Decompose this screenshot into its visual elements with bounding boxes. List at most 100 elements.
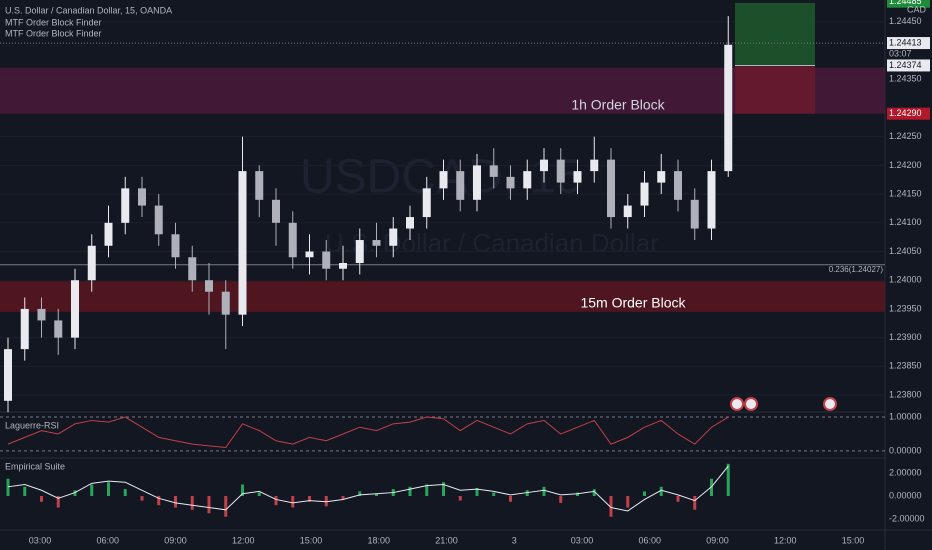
indicator-legend: MTF Order Block Finder — [5, 28, 102, 38]
candle-body — [707, 171, 716, 229]
histogram-bar — [308, 496, 311, 502]
histogram-bar — [324, 496, 328, 507]
price-tag-label: 1.24290 — [889, 108, 922, 118]
histogram-bar — [40, 496, 43, 502]
histogram-bar — [123, 489, 127, 497]
x-tick-label: 18:00 — [367, 535, 390, 545]
x-tick-label: 15:00 — [300, 535, 323, 545]
candle-body — [523, 171, 532, 189]
x-tick-label: 12:00 — [232, 535, 255, 545]
indicator-legend: MTF Order Block Finder — [5, 17, 102, 27]
order-block — [0, 281, 885, 312]
x-tick-label: 21:00 — [435, 535, 458, 545]
empirical-line — [7, 465, 729, 512]
position-stop — [735, 65, 815, 114]
candle-body — [71, 280, 79, 338]
candle-body — [456, 171, 465, 200]
y-tick-label: 2.00000 — [889, 467, 922, 477]
candle-body — [690, 199, 699, 229]
histogram-bar — [358, 491, 362, 497]
countdown: 03:07 — [889, 48, 912, 58]
candle-body — [506, 176, 515, 189]
fib-label: 0.236(1.24027) — [829, 265, 884, 274]
pane-title: Empirical Suite — [5, 461, 65, 471]
candle-body — [37, 308, 46, 321]
y-tick-label: 1.24050 — [889, 246, 922, 256]
price-tag-label: 1.24413 — [889, 37, 922, 47]
candle-body — [439, 171, 448, 189]
position-target — [735, 2, 815, 66]
event-icon[interactable] — [823, 397, 837, 411]
y-tick-label: -2.00000 — [889, 513, 925, 523]
histogram-bar — [576, 492, 579, 497]
price-tag — [887, 37, 930, 50]
event-icon[interactable] — [744, 397, 758, 411]
histogram-bar — [592, 489, 596, 497]
candle-body — [171, 234, 180, 258]
candle-body — [205, 280, 213, 292]
y-tick-label: 0.00000 — [889, 490, 922, 500]
price-tag-label: 1.24374 — [889, 60, 922, 70]
histogram-bar — [525, 490, 529, 497]
pane-title: Laguerre-RSI — [5, 420, 59, 430]
x-tick-label: 15:00 — [842, 535, 865, 545]
histogram-bar — [73, 490, 77, 497]
histogram-bar — [56, 496, 60, 508]
y-tick-label: 1.23950 — [889, 303, 922, 313]
y-tick-label: 1.24450 — [889, 16, 922, 26]
histogram-bar — [676, 496, 680, 502]
candle-body — [188, 257, 197, 281]
candle-body — [640, 182, 649, 206]
order-block-label: 1h Order Block — [571, 96, 665, 112]
x-tick-label: 03:00 — [29, 535, 52, 545]
candle-body — [221, 291, 230, 315]
price-tag-label: 1.24485 — [889, 0, 922, 6]
candle-body — [339, 262, 347, 269]
histogram-bar — [23, 486, 27, 497]
candle-body — [389, 228, 398, 246]
histogram-bar — [542, 486, 546, 497]
histogram-bar — [492, 492, 496, 497]
currency: CAD — [907, 4, 927, 14]
price-tag — [887, 0, 930, 8]
candle-body — [305, 251, 314, 258]
candle-body — [154, 205, 163, 235]
candle-body — [355, 240, 364, 263]
histogram-bar — [643, 491, 646, 497]
histogram-bar — [174, 496, 177, 508]
candle-body — [255, 171, 264, 200]
x-tick-label: 12:00 — [774, 535, 797, 545]
candle-body — [87, 245, 96, 281]
candle-body — [121, 188, 130, 223]
histogram-bar — [693, 496, 697, 510]
order-block-label: 15m Order Block — [580, 295, 686, 311]
histogram-bar — [425, 484, 429, 497]
candle-body — [590, 159, 599, 172]
y-tick-label: 1.23900 — [889, 332, 922, 342]
candle-body — [489, 165, 498, 177]
y-tick-label: 1.23800 — [889, 389, 922, 399]
price-tag — [887, 107, 930, 120]
candle-body — [674, 171, 682, 200]
candle-body — [657, 171, 666, 183]
candle-body — [138, 188, 146, 206]
histogram-bar — [659, 486, 663, 497]
watermark-sub: U.S. Dollar / Canadian Dollar — [325, 228, 659, 258]
candle-body — [54, 320, 63, 338]
x-tick-label: 09:00 — [706, 535, 729, 545]
candle-body — [372, 240, 381, 246]
histogram-bar — [90, 484, 94, 497]
histogram-bar — [475, 487, 479, 497]
x-tick-label: 3 — [512, 535, 517, 545]
histogram-bar — [291, 496, 295, 508]
candle-body — [104, 222, 113, 246]
histogram-bar — [341, 496, 345, 500]
y-tick-label: 1.23850 — [889, 361, 922, 371]
histogram-bar — [241, 484, 244, 497]
event-icon[interactable] — [730, 397, 744, 411]
candle-body — [556, 159, 565, 183]
candle-body — [272, 199, 280, 223]
histogram-bar — [626, 496, 630, 508]
y-tick-label: 1.24200 — [889, 160, 922, 170]
